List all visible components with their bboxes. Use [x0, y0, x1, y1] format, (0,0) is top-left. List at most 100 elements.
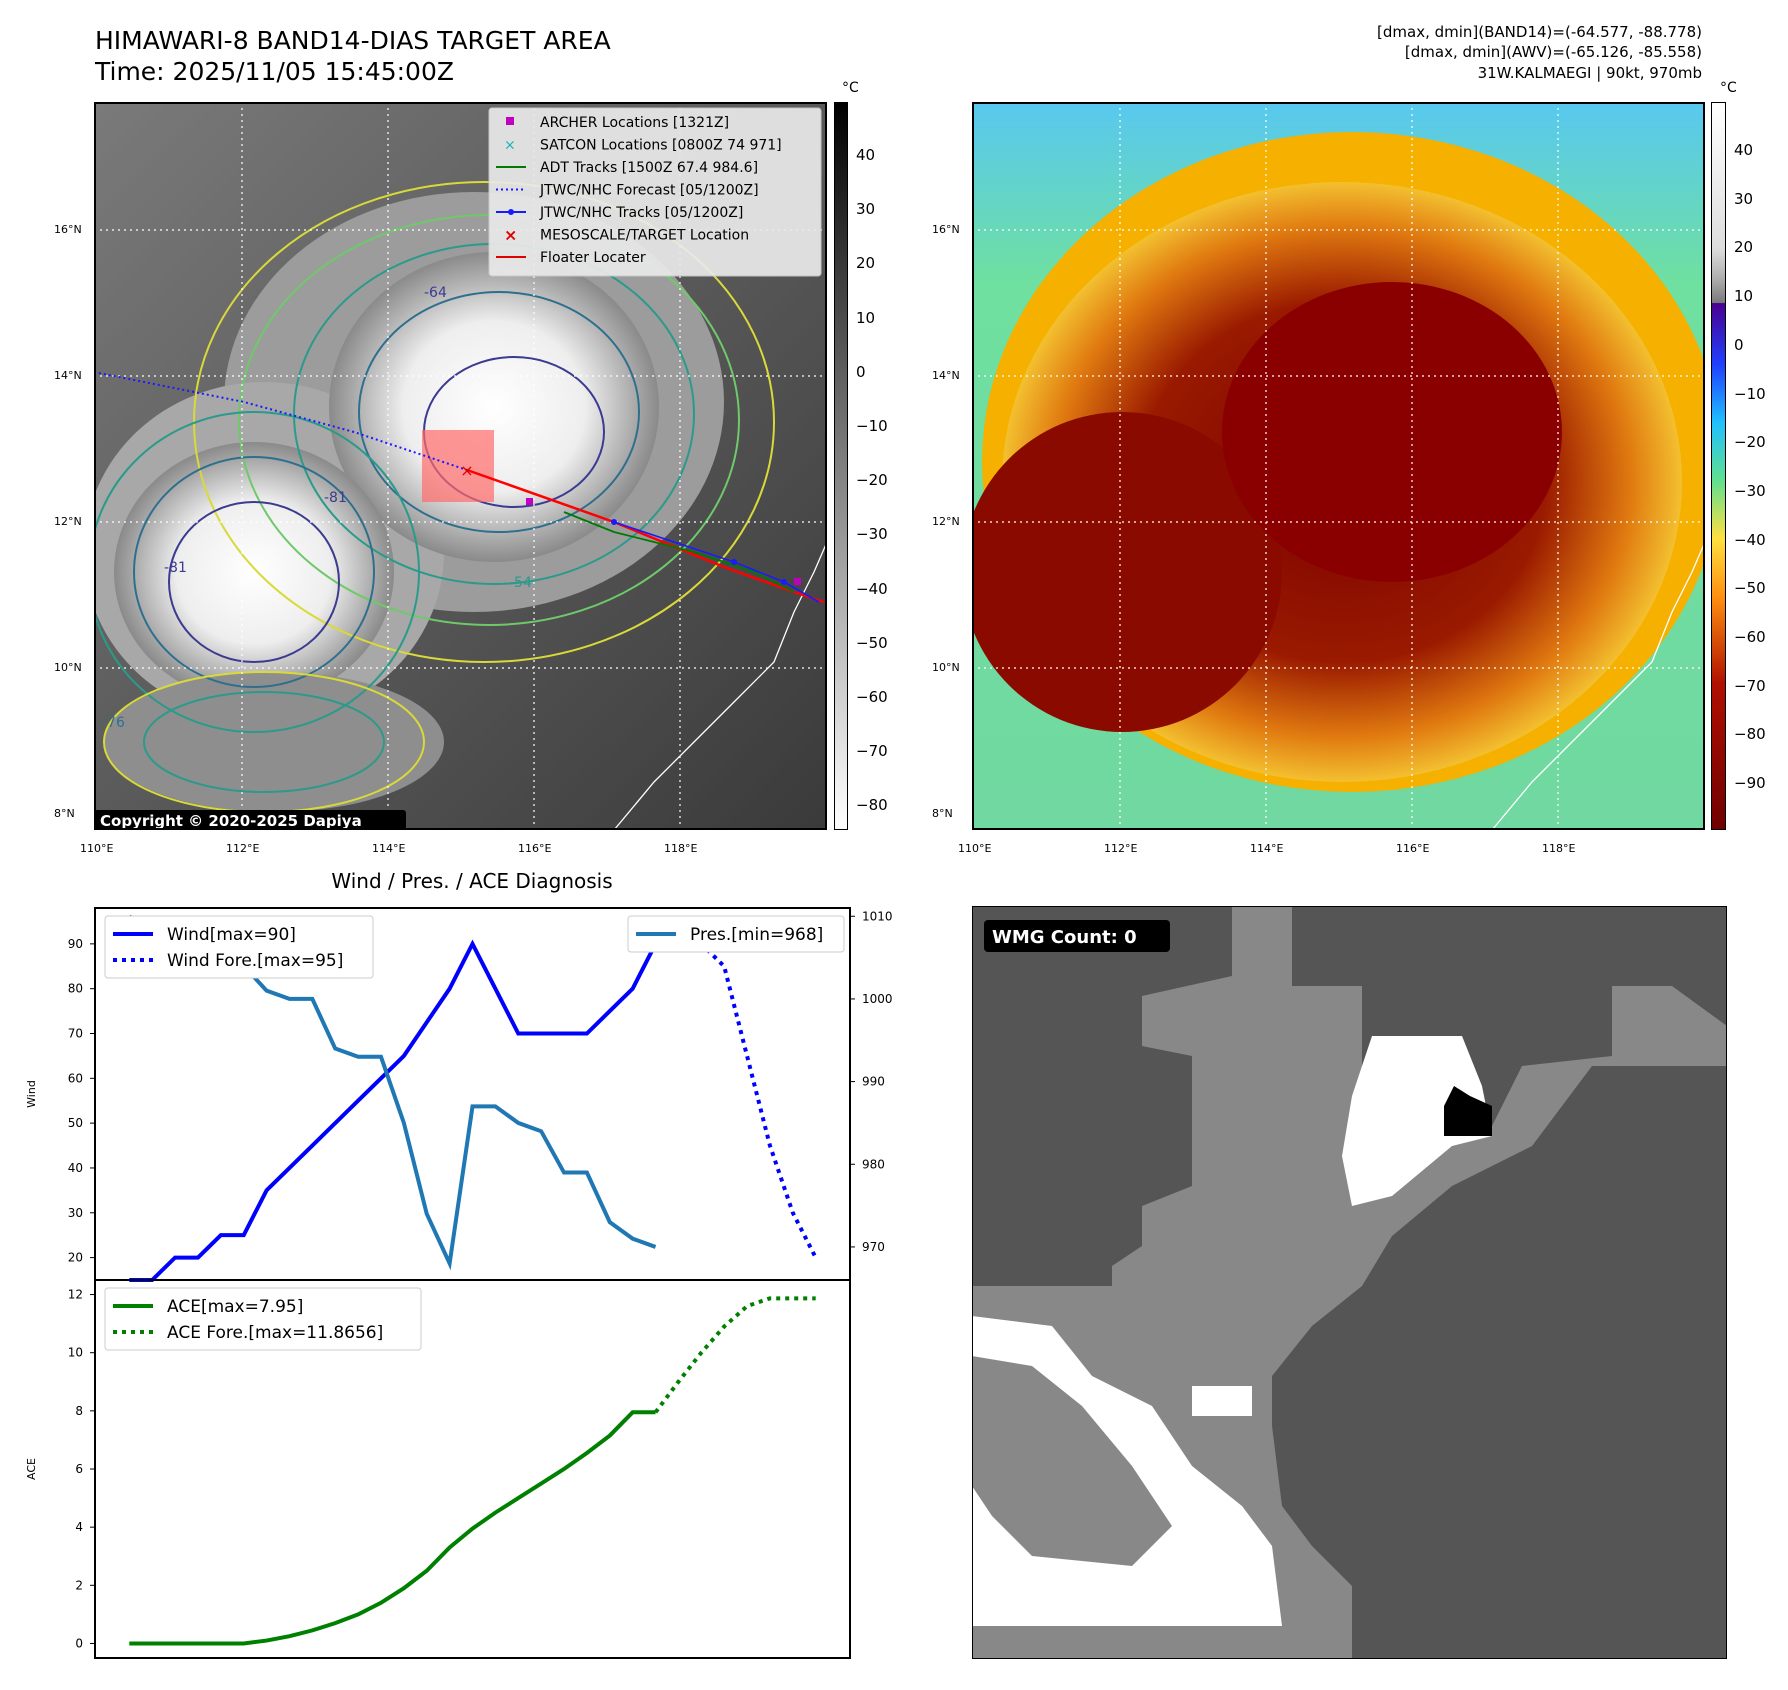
ace-ytick: 4 — [75, 1520, 83, 1534]
lat-tick: 12°N — [54, 515, 82, 528]
colorbar-tick: −70 — [856, 742, 888, 761]
contour-label: -81 — [164, 560, 187, 576]
wind-ytick: 50 — [68, 1116, 83, 1130]
lon-tick: 114°E — [1250, 842, 1284, 855]
lat-tick: 10°N — [54, 661, 82, 674]
ace-series-line-0 — [129, 1410, 656, 1646]
lon-tick: 118°E — [664, 842, 698, 855]
chart-legend — [104, 1287, 422, 1351]
colorbar-tick: −90 — [1734, 774, 1766, 793]
legend-label: MESOSCALE/TARGET Location — [540, 228, 749, 244]
lat-tick: 16°N — [54, 223, 82, 236]
svg-text:×: × — [460, 461, 473, 480]
pres-ytick: 1000 — [862, 992, 893, 1006]
legend-marker — [506, 117, 514, 125]
wind-ytick: 80 — [68, 982, 83, 996]
chart-legend-label: Wind[max=90] — [167, 925, 296, 945]
lon-tick: 112°E — [1104, 842, 1138, 855]
title-line2: Time: 2025/11/05 15:45:00Z — [95, 57, 454, 86]
ace-series-line-1 — [653, 1296, 816, 1414]
wind-ytick: 40 — [68, 1161, 83, 1175]
colorbar-tick: −50 — [1734, 579, 1766, 598]
lon-tick: 116°E — [518, 842, 552, 855]
colorbar-tick: −40 — [1734, 530, 1766, 549]
legend-label: JTWC/NHC Tracks [05/1200Z] — [539, 205, 743, 221]
title-line1: HIMAWARI-8 BAND14-DIAS TARGET AREA — [95, 26, 611, 55]
colorbar-tick: 10 — [1734, 287, 1754, 306]
lon-tick: 110°E — [958, 842, 992, 855]
colorbar-tick: 30 — [856, 200, 876, 219]
ace-ytick: 8 — [75, 1404, 83, 1418]
ace-ytick: 10 — [68, 1346, 83, 1360]
lat-tick: 8°N — [54, 807, 75, 820]
lat-tick: 14°N — [54, 369, 82, 382]
left-colorbar-unit: °C — [842, 80, 859, 96]
ace-ylabel: ACE — [25, 1458, 38, 1480]
chart-title: Wind / Pres. / ACE Diagnosis — [331, 869, 612, 893]
legend-marker: × — [504, 138, 516, 154]
lon-tick: 112°E — [226, 842, 260, 855]
ace-ytick: 0 — [75, 1636, 83, 1650]
contour-label: -54 — [509, 575, 532, 591]
diagnosis-chart: Wind / Pres. / ACE Diagnosis203040506070… — [25, 869, 893, 1659]
legend-label: SATCON Locations [0800Z 74 971] — [540, 138, 782, 154]
legend-label: ARCHER Locations [1321Z] — [540, 115, 729, 131]
colorbar-tick: 30 — [1734, 189, 1754, 208]
colorbar-tick: 20 — [856, 254, 876, 273]
legend-label: ADT Tracks [1500Z 67.4 984.6] — [540, 160, 758, 176]
colorbar-tick: −80 — [856, 796, 888, 815]
legend-marker: × — [504, 226, 517, 245]
colorbar-tick: 40 — [1734, 141, 1754, 159]
colorbar-tick: −10 — [1734, 384, 1766, 403]
left-satellite-map: × -64 -81 -81 -76 -54 ARCHER Locations [… — [94, 102, 827, 830]
wind-ytick: 60 — [68, 1071, 83, 1085]
pres-ytick: 990 — [862, 1075, 885, 1089]
series-line-1 — [654, 918, 818, 1259]
colorbar-tick: −20 — [1734, 433, 1766, 452]
colorbar-tick: −40 — [856, 579, 888, 598]
wind-ytick: 70 — [68, 1026, 83, 1040]
lon-tick: 110°E — [80, 842, 114, 855]
wmg-panel: WMG Count: 0 — [972, 906, 1727, 1659]
info-line3: 31W.KALMAEGI | 90kt, 970mb — [1477, 64, 1702, 82]
lat-tick: 10°N — [932, 661, 960, 674]
wind-ytick: 90 — [68, 937, 83, 951]
wind-ytick: 30 — [68, 1206, 83, 1220]
right-ir-map — [972, 102, 1705, 830]
chart-legend-label: Pres.[min=968] — [690, 925, 823, 945]
colorbar-tick: −10 — [856, 417, 888, 435]
pres-ytick: 970 — [862, 1240, 885, 1254]
lat-tick: 8°N — [932, 807, 953, 820]
contour-label: -76 — [102, 715, 125, 731]
ace-ytick: 6 — [75, 1462, 83, 1476]
lat-tick: 14°N — [932, 369, 960, 382]
colorbar-tick: −60 — [856, 688, 888, 706]
ace-ytick: 12 — [68, 1288, 83, 1302]
colorbar-tick: −50 — [856, 633, 888, 652]
colorbar-tick: 20 — [1734, 238, 1754, 257]
colorbar-tick: 10 — [856, 308, 876, 327]
wind-ylabel: Wind — [25, 1080, 38, 1108]
wind-ytick: 20 — [68, 1251, 83, 1265]
colorbar-tick: 40 — [856, 146, 876, 164]
copyright: Copyright © 2020-2025 Dapiya — [100, 812, 362, 830]
lon-tick: 118°E — [1542, 842, 1576, 855]
right-colorbar — [1711, 102, 1726, 830]
series-line-0 — [129, 939, 658, 1282]
colorbar-tick: −60 — [1734, 628, 1766, 646]
chart-legend-label: ACE Fore.[max=11.8656] — [167, 1323, 383, 1343]
chart-legend-label: Wind Fore.[max=95] — [167, 951, 343, 971]
legend-marker — [508, 209, 514, 215]
legend-label: JTWC/NHC Forecast [05/1200Z] — [539, 183, 759, 199]
pres-ytick: 1010 — [862, 909, 893, 923]
colorbar-tick: −30 — [856, 525, 888, 544]
chart-legend — [104, 915, 374, 979]
contour-label: -81 — [324, 490, 347, 506]
lat-tick: 16°N — [932, 223, 960, 236]
ace-ytick: 2 — [75, 1578, 83, 1592]
chart-legend — [627, 915, 845, 953]
right-map-frame — [972, 102, 1705, 830]
contour-label: -64 — [424, 285, 447, 301]
lat-tick: 12°N — [932, 515, 960, 528]
pres-ytick: 980 — [862, 1157, 885, 1171]
